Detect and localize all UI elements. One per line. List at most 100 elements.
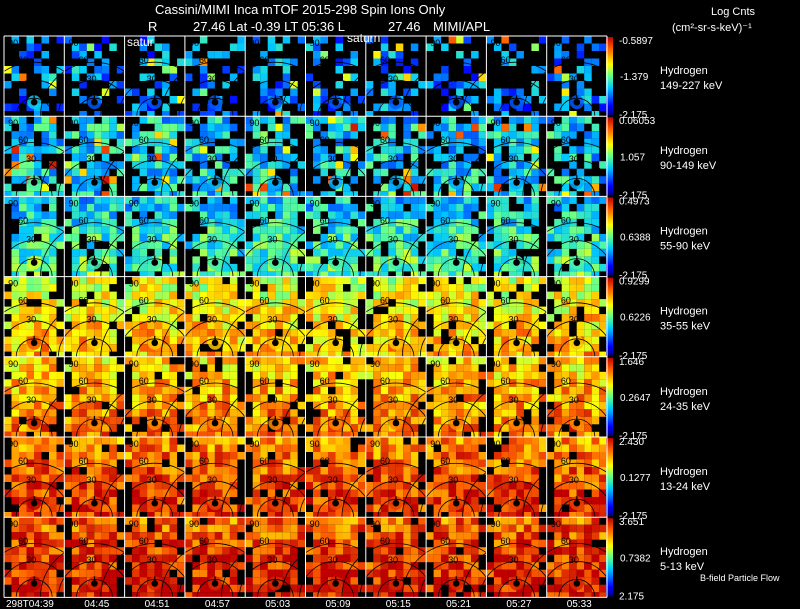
heat-cell bbox=[493, 284, 502, 292]
ring-label: 60 bbox=[380, 456, 390, 466]
heat-cell bbox=[380, 291, 389, 300]
heat-cell bbox=[245, 356, 253, 365]
heat-cell bbox=[343, 497, 351, 505]
heat-cell bbox=[554, 203, 562, 212]
heat-cell bbox=[214, 467, 223, 475]
heat-cell bbox=[531, 176, 539, 184]
heat-cell bbox=[109, 524, 117, 533]
heat-cell bbox=[116, 547, 125, 555]
heat-cell bbox=[41, 51, 49, 59]
heat-cell bbox=[591, 459, 600, 467]
heat-cell bbox=[132, 321, 140, 330]
heat-cell bbox=[34, 203, 42, 212]
heat-cell bbox=[267, 306, 276, 315]
heat-cell bbox=[320, 284, 328, 292]
heat-cell bbox=[320, 351, 328, 357]
heat-cell bbox=[184, 314, 193, 322]
heat-cell bbox=[19, 96, 27, 104]
heat-cell bbox=[267, 351, 276, 357]
heat-cell bbox=[395, 452, 404, 460]
heat-cell bbox=[207, 394, 215, 402]
heat-cell bbox=[554, 153, 562, 162]
heat-cell bbox=[245, 584, 253, 593]
heat-cell bbox=[49, 356, 57, 365]
heat-cell bbox=[350, 241, 358, 249]
colorbar-max-label: -0.5897 bbox=[619, 36, 653, 47]
heat-cell bbox=[546, 116, 555, 124]
heat-cell bbox=[245, 211, 253, 219]
heat-cell bbox=[290, 248, 298, 257]
heat-cell bbox=[260, 168, 268, 177]
heat-cell bbox=[403, 306, 411, 315]
heat-cell bbox=[463, 284, 472, 292]
heat-cell bbox=[252, 562, 261, 570]
heat-cell bbox=[267, 409, 276, 417]
saturn-marker bbox=[332, 179, 339, 186]
heat-cell bbox=[275, 81, 283, 89]
heat-cell bbox=[395, 437, 404, 445]
heat-cell bbox=[313, 299, 321, 307]
heat-cell bbox=[56, 351, 64, 357]
heat-cell bbox=[403, 474, 411, 482]
heat-cell bbox=[116, 146, 125, 154]
heat-cell bbox=[86, 271, 95, 277]
heat-cell bbox=[516, 306, 524, 315]
ring-label: 90 bbox=[310, 439, 320, 449]
heat-cell bbox=[380, 452, 389, 460]
heat-cell bbox=[199, 203, 208, 212]
heat-cell bbox=[463, 364, 472, 372]
heat-cell bbox=[554, 271, 562, 277]
heat-cell bbox=[237, 452, 245, 460]
heat-cell bbox=[109, 183, 117, 192]
heat-cell bbox=[343, 321, 351, 330]
heat-cell bbox=[34, 168, 42, 177]
ring-label: 90 bbox=[491, 198, 501, 208]
heat-cell bbox=[162, 211, 170, 219]
heat-cell bbox=[313, 51, 321, 59]
heat-cell bbox=[591, 437, 600, 445]
heat-cell bbox=[584, 183, 592, 192]
heat-cell bbox=[418, 299, 426, 307]
heat-cell bbox=[147, 356, 155, 365]
heat-cell bbox=[4, 474, 12, 482]
heat-cell bbox=[350, 379, 358, 387]
heat-cell bbox=[71, 512, 80, 518]
heat-cell bbox=[169, 203, 178, 212]
heat-cell bbox=[260, 263, 268, 272]
heat-cell bbox=[584, 351, 592, 357]
heat-cell bbox=[576, 409, 585, 417]
heat-cell bbox=[584, 512, 592, 518]
heat-cell bbox=[380, 321, 389, 330]
heat-cell bbox=[554, 43, 562, 51]
heat-cell bbox=[49, 539, 57, 548]
heat-cell bbox=[26, 401, 34, 410]
heat-cell bbox=[538, 437, 547, 445]
heat-cell bbox=[576, 211, 585, 219]
saturn-marker bbox=[392, 339, 400, 347]
heat-cell bbox=[49, 379, 57, 387]
heat-cell bbox=[478, 248, 487, 257]
heat-cell bbox=[124, 321, 133, 330]
heat-cell bbox=[26, 386, 34, 395]
heat-cell bbox=[486, 203, 494, 212]
heat-cell bbox=[26, 276, 34, 285]
heat-cell bbox=[199, 81, 208, 89]
ring-label: 30 bbox=[86, 555, 96, 565]
heat-cell bbox=[222, 111, 230, 117]
heat-cell bbox=[56, 539, 64, 548]
heat-cell bbox=[169, 547, 178, 555]
polar-ring bbox=[118, 400, 192, 438]
heat-cell bbox=[343, 386, 351, 395]
heat-cell bbox=[147, 474, 155, 482]
heat-cell bbox=[493, 431, 502, 437]
heat-cell bbox=[79, 512, 87, 518]
heat-cell bbox=[358, 248, 366, 257]
heat-cell bbox=[94, 284, 102, 292]
heat-cell bbox=[260, 351, 268, 357]
ring-label: 30 bbox=[569, 234, 579, 244]
heat-cell bbox=[373, 196, 381, 204]
heat-cell bbox=[34, 364, 42, 372]
heat-cell bbox=[49, 123, 57, 132]
